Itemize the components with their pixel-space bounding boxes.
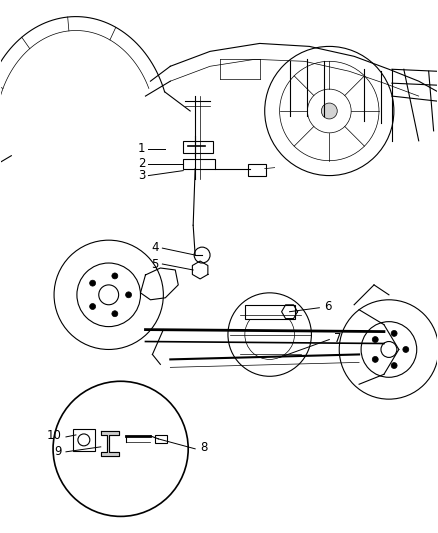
- Circle shape: [90, 280, 95, 286]
- Circle shape: [391, 330, 397, 336]
- Bar: [248, 164, 266, 175]
- Circle shape: [112, 273, 118, 279]
- Bar: [183, 141, 213, 153]
- Text: 5: 5: [151, 257, 159, 271]
- Text: 6: 6: [324, 300, 332, 313]
- Text: 2: 2: [138, 157, 145, 170]
- Bar: [183, 159, 215, 168]
- Polygon shape: [101, 431, 119, 456]
- Text: 9: 9: [54, 445, 62, 458]
- Text: 4: 4: [151, 240, 159, 254]
- Circle shape: [372, 336, 378, 343]
- Circle shape: [90, 303, 95, 310]
- Bar: [245, 305, 294, 319]
- Circle shape: [391, 362, 397, 368]
- Text: 8: 8: [200, 441, 208, 454]
- Circle shape: [126, 292, 131, 298]
- Text: 10: 10: [47, 430, 62, 442]
- Circle shape: [112, 311, 118, 317]
- Bar: [73, 429, 95, 451]
- Text: 1: 1: [138, 142, 145, 155]
- Bar: [155, 435, 167, 443]
- Circle shape: [372, 357, 378, 362]
- Circle shape: [403, 346, 409, 352]
- Text: 7: 7: [334, 332, 342, 345]
- Circle shape: [321, 103, 337, 119]
- Text: 3: 3: [138, 169, 145, 182]
